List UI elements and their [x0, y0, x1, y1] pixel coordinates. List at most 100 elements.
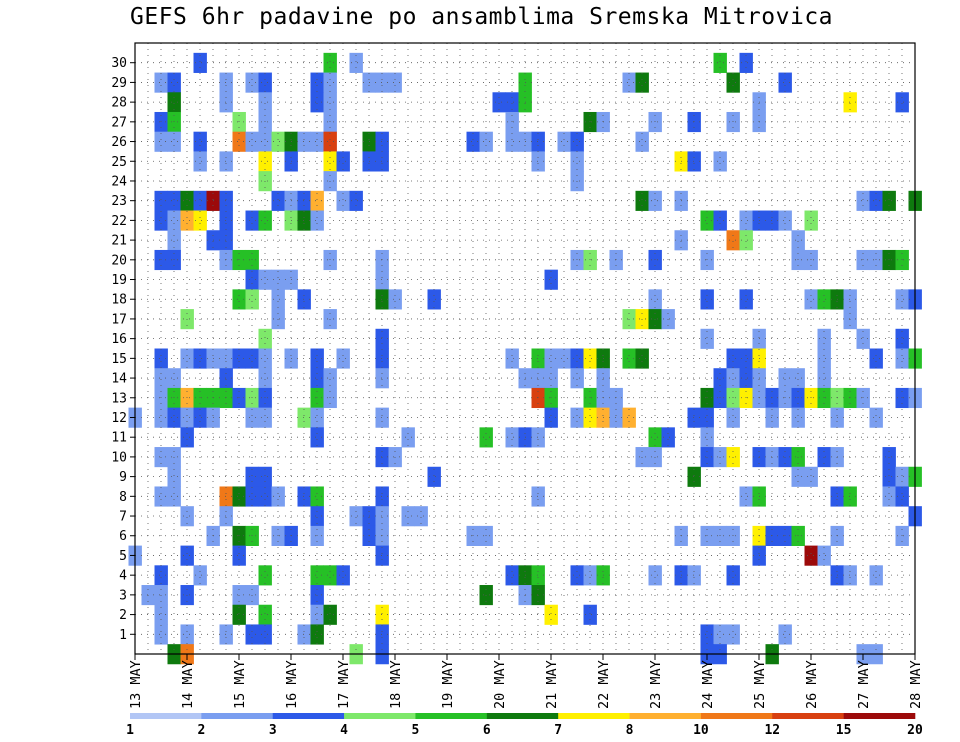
heatmap-cell	[765, 210, 779, 231]
heatmap-cell	[570, 151, 584, 172]
heatmap-cell	[310, 72, 324, 93]
heatmap-cell	[726, 407, 740, 428]
heatmap-cell	[726, 348, 740, 369]
heatmap-cell	[817, 545, 831, 566]
heatmap-cell	[271, 131, 285, 152]
heatmap-cell	[817, 328, 831, 349]
heatmap-cell	[739, 348, 753, 369]
heatmap-cell	[531, 565, 545, 586]
heatmap-cell	[739, 289, 753, 310]
heatmap-cell	[869, 249, 883, 271]
heatmap-cell	[167, 230, 181, 251]
colorbar-segment	[772, 713, 844, 719]
heatmap-cell	[323, 368, 337, 389]
heatmap-cell	[895, 289, 909, 310]
heatmap-cell	[895, 328, 909, 349]
heatmap-cell	[570, 368, 584, 389]
heatmap-cell	[622, 72, 636, 93]
heatmap-cell	[232, 111, 246, 133]
heatmap-cell	[167, 210, 181, 231]
heatmap-cell	[479, 131, 493, 152]
heatmap-cell	[700, 249, 714, 271]
heatmap-cell	[310, 348, 324, 369]
heatmap-cell	[219, 486, 233, 507]
heatmap-cell	[882, 466, 896, 487]
heatmap-cell	[232, 486, 246, 507]
heatmap-cell	[154, 348, 168, 369]
heatmap-cell	[804, 210, 818, 231]
heatmap-cell	[505, 427, 519, 448]
y-tick-label: 12	[111, 411, 127, 426]
x-tick-label: 14 MAY	[180, 660, 196, 709]
heatmap-cell	[687, 151, 701, 172]
heatmap-cell	[505, 565, 519, 586]
y-tick-label: 17	[111, 312, 127, 327]
heatmap-cell	[167, 72, 181, 93]
heatmap-cell	[726, 230, 740, 251]
heatmap-cell	[219, 368, 233, 389]
y-tick-label: 18	[111, 293, 127, 308]
y-tick-label: 21	[111, 234, 127, 249]
heatmap-cell	[375, 289, 389, 310]
heatmap-cell	[219, 92, 233, 113]
colorbar-segment	[201, 713, 274, 719]
x-tick-label: 21 MAY	[544, 660, 560, 709]
heatmap-cell	[375, 506, 389, 527]
heatmap-cell	[167, 466, 181, 487]
colorbar-segment	[486, 713, 559, 719]
heatmap-cell	[297, 624, 311, 645]
y-tick-label: 20	[111, 253, 127, 268]
x-tick-label: 13 MAY	[128, 660, 144, 709]
heatmap-cell	[531, 486, 545, 507]
y-tick-label: 13	[111, 391, 127, 406]
heatmap-cell	[531, 368, 545, 389]
heatmap-cell	[349, 52, 363, 73]
heatmap-cell	[739, 368, 753, 389]
heatmap-cell	[739, 486, 753, 507]
heatmap-cell	[882, 249, 896, 271]
heatmap-cell	[154, 249, 168, 271]
x-tick-label: 28 MAY	[908, 660, 924, 709]
colorbar-segment	[272, 713, 345, 719]
heatmap-cell	[700, 328, 714, 349]
heatmap-cell	[791, 368, 805, 389]
heatmap-cell	[388, 289, 402, 310]
colorbar-segment	[629, 713, 702, 719]
y-tick-label: 2	[119, 608, 127, 623]
x-tick-label: 16 MAY	[284, 660, 300, 709]
x-tick-label: 17 MAY	[336, 660, 352, 709]
heatmap-cell	[700, 427, 714, 448]
heatmap-cell	[167, 111, 181, 133]
heatmap-cell	[531, 427, 545, 448]
heatmap-cell	[297, 486, 311, 507]
y-tick-label: 8	[119, 490, 127, 505]
heatmap-cell	[856, 190, 870, 211]
heatmap-cell	[388, 72, 402, 93]
heatmap-cell	[245, 72, 259, 93]
heatmap-cell	[310, 486, 324, 507]
heatmap-cell	[570, 348, 584, 369]
heatmap-cell	[297, 289, 311, 310]
heatmap-cell	[635, 72, 649, 93]
heatmap-cell	[778, 368, 792, 389]
heatmap-cell	[258, 604, 272, 625]
heatmap-cell	[505, 131, 519, 152]
heatmap-cell	[310, 427, 324, 448]
colorbar-label: 4	[340, 723, 348, 738]
heatmap-cell	[297, 407, 311, 428]
y-tick-label: 15	[111, 352, 127, 367]
heatmap-cell	[713, 210, 727, 231]
heatmap-cell	[297, 210, 311, 231]
heatmap-cell	[258, 486, 272, 507]
heatmap-cell	[700, 624, 714, 645]
heatmap-cell	[180, 506, 194, 527]
heatmap-cell	[869, 407, 883, 428]
heatmap-cell	[531, 151, 545, 172]
heatmap-cell	[310, 210, 324, 231]
heatmap-cell	[869, 190, 883, 211]
heatmap-cell	[245, 466, 259, 487]
heatmap-cell	[544, 604, 558, 625]
y-tick-label: 23	[111, 194, 127, 209]
heatmap-cell	[895, 466, 909, 487]
heatmap-cell	[258, 466, 272, 487]
